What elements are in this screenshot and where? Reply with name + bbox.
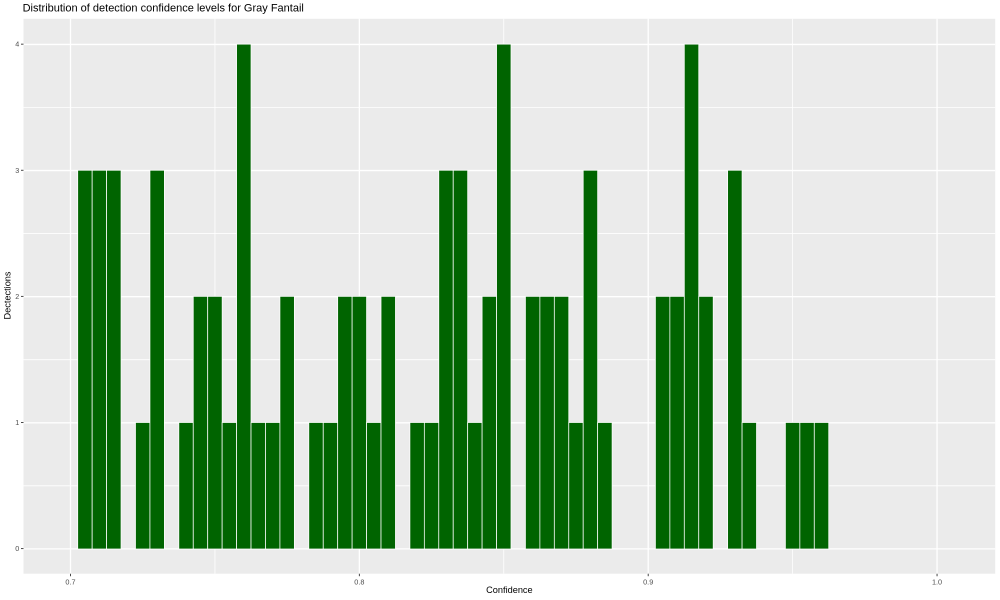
svg-text:0.7: 0.7	[65, 577, 75, 586]
svg-text:2: 2	[15, 292, 19, 301]
svg-text:1.0: 1.0	[932, 577, 942, 586]
svg-text:Confidence: Confidence	[486, 585, 532, 595]
svg-text:0.9: 0.9	[643, 577, 653, 586]
svg-text:Dectections: Dectections	[3, 271, 13, 319]
svg-text:0.8: 0.8	[354, 577, 364, 586]
svg-text:3: 3	[15, 166, 19, 175]
svg-text:1: 1	[15, 418, 19, 427]
svg-text:4: 4	[15, 40, 19, 49]
svg-text:Distribution of detection conf: Distribution of detection confidence lev…	[23, 3, 304, 15]
svg-text:0: 0	[15, 544, 19, 553]
